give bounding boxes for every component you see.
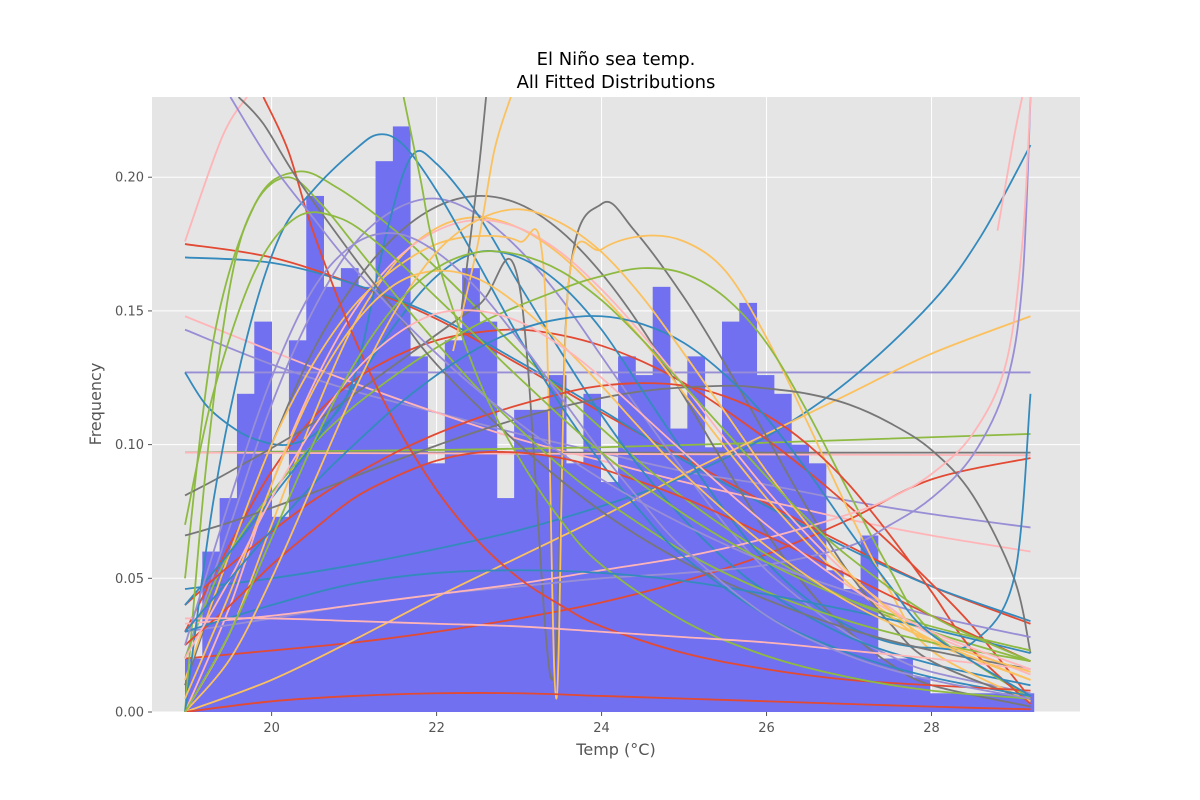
histogram-bar — [219, 498, 238, 712]
fitted-curve — [184, 201, 1031, 703]
fitted-curve — [184, 692, 1031, 712]
fitted-curve — [184, 232, 1031, 700]
fitted-curve — [184, 617, 1031, 671]
x-tick-label: 22 — [428, 721, 445, 736]
chart-title-line-2: All Fitted Distributions — [517, 72, 716, 93]
fitted-curve — [184, 451, 1031, 457]
histogram-bar — [496, 498, 515, 712]
fitted-curve — [184, 315, 1031, 712]
y-tick-label: 0.00 — [115, 706, 144, 721]
histogram-bar — [756, 375, 775, 712]
fitted-curve — [237, 97, 1031, 671]
histogram-bar — [877, 658, 896, 712]
y-axis-label: Frequency — [86, 363, 105, 446]
histogram-bar — [635, 375, 654, 712]
fitted-curve — [184, 249, 1032, 651]
fitted-curve — [184, 450, 1031, 663]
histogram-bar — [462, 268, 480, 712]
fitted-curve — [184, 309, 1031, 671]
fitted-curve — [184, 97, 1032, 625]
x-tick-label: 24 — [593, 721, 610, 736]
fitted-curve — [184, 250, 1031, 712]
x-tick-label: 20 — [263, 721, 280, 736]
x-axis-label: Temp (°C) — [575, 740, 655, 759]
fitted-curves — [184, 97, 1032, 712]
x-tick-label: 26 — [758, 721, 775, 736]
histogram-bar — [514, 409, 532, 712]
histogram-bar — [444, 340, 463, 712]
fitted-curve — [996, 97, 1024, 231]
y-axis-ticks: 0.00 0.05 0.10 0.15 0.20 — [115, 171, 152, 721]
histogram-bar — [427, 463, 446, 712]
y-tick-label: 0.15 — [115, 304, 144, 319]
fitted-curve — [184, 315, 1031, 697]
histogram-bar — [375, 161, 394, 712]
y-tick-label: 0.10 — [115, 438, 144, 453]
y-tick-label: 0.05 — [115, 572, 144, 587]
histogram-bar — [566, 463, 584, 712]
fitted-curve — [402, 97, 1031, 700]
histogram-bar — [254, 321, 273, 712]
histogram-bar — [929, 693, 948, 712]
fitted-curve — [184, 243, 1031, 625]
fitted-curve — [184, 569, 1031, 655]
fitted-curve — [184, 267, 1032, 700]
fitted-curve — [184, 382, 1032, 705]
fitted-curve — [184, 176, 1031, 712]
histogram-bar — [583, 393, 602, 712]
histogram-bar — [860, 535, 879, 712]
fitted-curve — [184, 144, 1032, 590]
fitted-curve — [460, 97, 487, 312]
histogram-bar — [670, 428, 688, 712]
fitted-curve — [184, 219, 1031, 712]
histogram-bar — [618, 356, 636, 712]
fitted-curve — [262, 97, 1031, 692]
y-tick-label: 0.20 — [115, 171, 144, 186]
fitted-curve — [184, 208, 1031, 712]
histogram-bar — [479, 321, 498, 712]
x-axis-ticks: 20 22 24 26 28 — [263, 712, 940, 736]
histogram-bar — [306, 195, 324, 712]
fitted-curve — [184, 228, 1031, 703]
chart-title-line-1: El Niño sea temp. — [537, 49, 696, 70]
fitted-curve — [184, 97, 248, 242]
histogram-bar — [947, 693, 965, 712]
fitted-curve — [184, 269, 1031, 699]
histogram-bar — [739, 302, 758, 712]
fitted-curve — [184, 384, 1032, 654]
histogram-bar — [912, 677, 931, 712]
histogram-bar — [392, 126, 411, 712]
x-tick-label: 28 — [923, 721, 940, 736]
histogram-bar — [600, 482, 619, 712]
